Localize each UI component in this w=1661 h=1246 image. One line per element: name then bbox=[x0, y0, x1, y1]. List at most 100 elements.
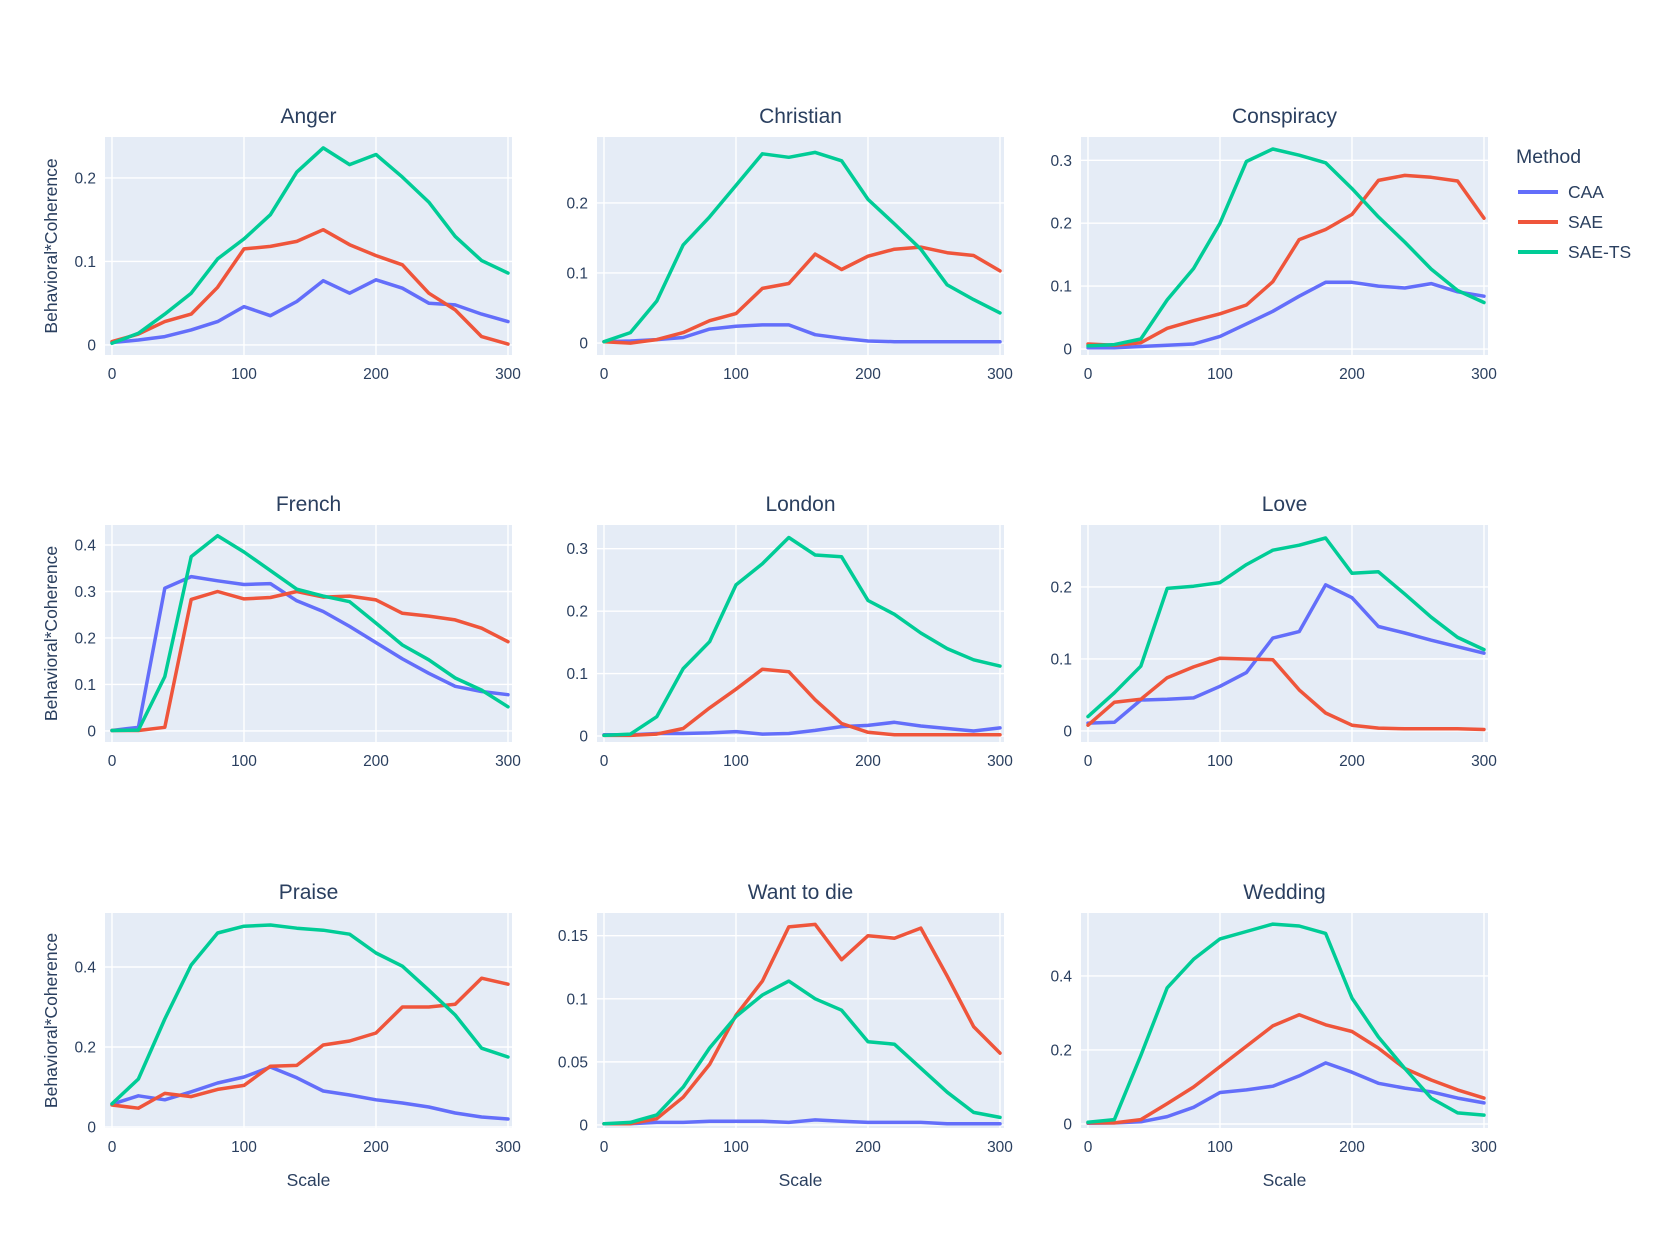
y-tick-label: 0.1 bbox=[566, 991, 588, 1008]
legend-item-label: SAE bbox=[1568, 212, 1603, 232]
y-tick-label: 0 bbox=[579, 1117, 588, 1134]
plot-background bbox=[597, 137, 1004, 355]
line-sae-ts bbox=[602, 535, 1002, 738]
y-tick-label: 0 bbox=[87, 1120, 96, 1137]
line-caa bbox=[110, 278, 510, 345]
line-sae bbox=[602, 922, 1002, 1126]
legend-item-caa[interactable]: CAA bbox=[1518, 182, 1604, 202]
plot-background bbox=[597, 525, 1004, 742]
x-tick-label: 300 bbox=[495, 366, 521, 383]
x-tick-label: 0 bbox=[1084, 1139, 1093, 1156]
line-sae bbox=[602, 667, 1002, 738]
y-tick-label: 0.3 bbox=[566, 541, 588, 558]
subplot-title: Want to die bbox=[748, 881, 853, 904]
y-tick-label: 0.05 bbox=[558, 1054, 588, 1071]
line-caa bbox=[602, 1118, 1002, 1126]
y-tick-label: 0.1 bbox=[74, 677, 96, 694]
y-tick-label: 0.3 bbox=[1050, 153, 1072, 170]
y-tick-label: 0.4 bbox=[74, 960, 96, 977]
line-sae bbox=[1086, 656, 1486, 732]
legend-title: Method bbox=[1516, 146, 1581, 168]
y-axis-title: Behavioral*Coherence bbox=[41, 158, 61, 333]
line-sae-ts bbox=[602, 979, 1002, 1126]
line-sae-ts bbox=[602, 150, 1002, 344]
y-tick-label: 0.2 bbox=[74, 630, 96, 647]
x-tick-label: 200 bbox=[1339, 1139, 1365, 1156]
legend-item-sae[interactable]: SAE bbox=[1518, 212, 1603, 232]
line-sae-ts bbox=[110, 923, 510, 1106]
x-tick-label: 100 bbox=[723, 1139, 749, 1156]
subplot-want-to-die: Want to die 0 100 200 300 0 0.05 0.1 0.15 Scale bbox=[558, 881, 1013, 1190]
plot-background bbox=[105, 913, 512, 1128]
y-tick-label: 0.1 bbox=[566, 265, 588, 282]
subplot-love: Love 0 100 200 300 0 0.1 0.2 bbox=[1050, 493, 1497, 770]
legend-item-sae-ts[interactable]: SAE-TS bbox=[1518, 242, 1631, 262]
y-tick-label: 0.2 bbox=[1050, 216, 1072, 233]
line-sae bbox=[602, 245, 1002, 345]
y-tick-label: 0.2 bbox=[566, 195, 588, 212]
x-tick-label: 300 bbox=[1471, 366, 1497, 383]
y-tick-label: 0.2 bbox=[1050, 579, 1072, 596]
x-tick-label: 300 bbox=[1471, 1139, 1497, 1156]
line-sae bbox=[1086, 1013, 1486, 1125]
subplot-title: Praise bbox=[279, 881, 339, 904]
legend-item-label: SAE-TS bbox=[1568, 242, 1631, 262]
subplot-london: London 0 100 200 300 0 0.1 0.2 0.3 bbox=[566, 493, 1013, 770]
line-caa bbox=[1086, 280, 1486, 350]
y-tick-label: 0 bbox=[1063, 723, 1072, 740]
subplot-title: Anger bbox=[280, 105, 336, 128]
y-tick-label: 0 bbox=[87, 337, 96, 354]
x-axis-title: Scale bbox=[1263, 1170, 1307, 1190]
x-tick-label: 0 bbox=[108, 753, 117, 770]
subplot-french: French 0 100 200 300 0 0.1 0.2 0.3 0.4 Behavioral*… bbox=[41, 493, 521, 770]
line-caa bbox=[602, 323, 1002, 344]
x-tick-label: 0 bbox=[1084, 366, 1093, 383]
x-tick-label: 300 bbox=[495, 1139, 521, 1156]
x-tick-label: 200 bbox=[855, 366, 881, 383]
x-axis-title: Scale bbox=[287, 1170, 331, 1190]
line-sae bbox=[110, 976, 510, 1110]
line-sae-ts bbox=[1086, 922, 1486, 1124]
line-sae-ts bbox=[110, 146, 510, 346]
line-caa bbox=[110, 574, 510, 733]
line-sae-ts bbox=[1086, 536, 1486, 719]
x-tick-label: 0 bbox=[600, 366, 609, 383]
line-sae bbox=[110, 227, 510, 346]
line-sae-ts bbox=[1086, 147, 1486, 348]
x-tick-label: 200 bbox=[363, 366, 389, 383]
x-tick-label: 300 bbox=[987, 366, 1013, 383]
y-tick-label: 0.2 bbox=[74, 170, 96, 187]
x-tick-label: 300 bbox=[987, 753, 1013, 770]
x-tick-label: 100 bbox=[723, 366, 749, 383]
x-tick-label: 0 bbox=[600, 1139, 609, 1156]
y-tick-label: 0 bbox=[87, 723, 96, 740]
line-caa bbox=[602, 720, 1002, 737]
x-tick-label: 100 bbox=[1207, 1139, 1233, 1156]
y-tick-label: 0.2 bbox=[74, 1040, 96, 1057]
y-tick-label: 0.2 bbox=[1050, 1042, 1072, 1059]
x-tick-label: 200 bbox=[1339, 753, 1365, 770]
x-tick-label: 300 bbox=[1471, 753, 1497, 770]
y-tick-label: 0.15 bbox=[558, 928, 588, 945]
x-tick-label: 300 bbox=[987, 1139, 1013, 1156]
x-tick-label: 100 bbox=[231, 753, 257, 770]
y-tick-label: 0.4 bbox=[1050, 968, 1072, 985]
x-tick-label: 100 bbox=[1207, 366, 1233, 383]
y-tick-label: 0 bbox=[579, 336, 588, 353]
plot-background bbox=[1081, 137, 1488, 355]
subplot-title: Love bbox=[1262, 493, 1308, 516]
y-tick-label: 0.3 bbox=[74, 584, 96, 601]
x-tick-label: 100 bbox=[723, 753, 749, 770]
x-tick-label: 200 bbox=[855, 753, 881, 770]
x-tick-label: 300 bbox=[495, 753, 521, 770]
line-sae-ts bbox=[110, 533, 510, 733]
x-tick-label: 0 bbox=[1084, 753, 1093, 770]
y-axis-title: Behavioral*Coherence bbox=[41, 546, 61, 721]
line-caa bbox=[1086, 583, 1486, 725]
y-tick-label: 0.1 bbox=[1050, 651, 1072, 668]
subplot-anger: Anger 0 100 200 300 0 0.1 0.2 Behavioral*Coheren… bbox=[41, 105, 521, 383]
legend-item-label: CAA bbox=[1568, 182, 1604, 202]
subplot-title: French bbox=[276, 493, 341, 516]
plot-background bbox=[105, 525, 512, 742]
